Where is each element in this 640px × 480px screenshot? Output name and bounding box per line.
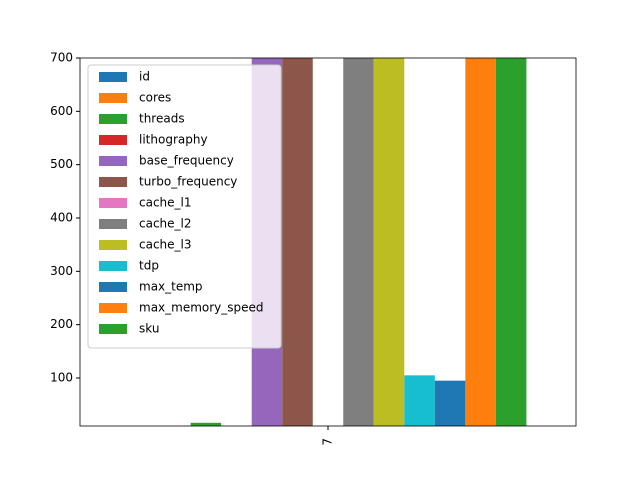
legend-label: cache_l2 xyxy=(139,217,192,231)
bar xyxy=(373,58,405,426)
bar xyxy=(130,426,161,431)
bar xyxy=(434,380,466,426)
legend-frame xyxy=(87,64,282,349)
bar xyxy=(495,58,527,426)
legend-label: id xyxy=(139,70,150,84)
axes-frame xyxy=(79,57,577,427)
y-tick-label: 600 xyxy=(50,104,73,118)
legend-swatch xyxy=(99,261,127,271)
legend-swatch xyxy=(99,324,127,334)
legend-swatch xyxy=(99,72,127,82)
legend-label: base_frequency xyxy=(139,154,234,168)
legend-swatch xyxy=(99,240,127,250)
legend-swatch xyxy=(99,198,127,208)
legend-label: cores xyxy=(139,91,171,105)
bar xyxy=(343,58,374,426)
plot-area xyxy=(130,58,527,431)
legend-swatch xyxy=(99,114,127,124)
legend-label: lithography xyxy=(139,133,208,147)
legend-label: sku xyxy=(139,322,159,336)
y-tick-label: 700 xyxy=(50,51,73,65)
legend-swatch xyxy=(99,135,127,145)
legend-swatch xyxy=(99,219,127,229)
y-tick-label: 100 xyxy=(50,371,73,385)
legend-label: threads xyxy=(139,112,185,126)
bar xyxy=(465,58,496,426)
legend-label: cache_l1 xyxy=(139,196,192,210)
legend-label: turbo_frequency xyxy=(139,175,237,189)
legend-swatch xyxy=(99,156,127,166)
legend-swatch xyxy=(99,177,127,187)
legend-label: max_temp xyxy=(139,280,203,294)
y-tick-label: 200 xyxy=(50,317,73,331)
legend-swatch xyxy=(99,303,127,313)
y-tick-label: 400 xyxy=(50,211,73,225)
legend-label: cache_l3 xyxy=(139,238,192,252)
bar xyxy=(404,375,435,426)
legend-label: max_memory_speed xyxy=(139,301,264,315)
legend-swatch xyxy=(99,93,127,103)
bar xyxy=(282,58,313,426)
legend-label: tdp xyxy=(139,259,159,273)
legend: id cores threads lithography base_frequencyt… xyxy=(87,64,282,349)
y-tick-label: 500 xyxy=(50,157,73,171)
legend-swatch xyxy=(99,282,127,292)
y-tick-label: 300 xyxy=(50,264,73,278)
bar xyxy=(190,422,222,426)
x-tick-label: 7 xyxy=(321,438,335,446)
